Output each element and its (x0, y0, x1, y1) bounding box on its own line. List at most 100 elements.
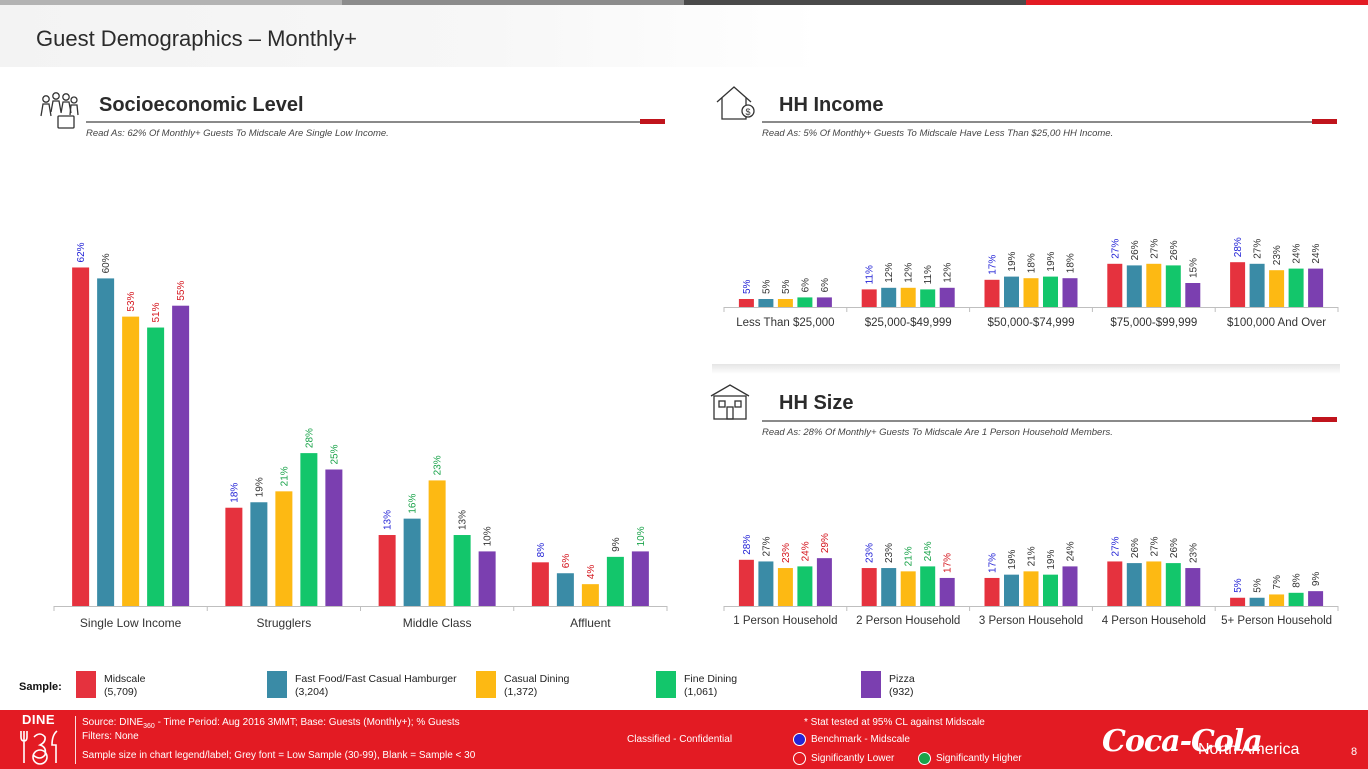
panel-divider-shadow (712, 364, 1340, 374)
lower-circle-icon (793, 752, 806, 765)
size-data-label: 21% (1027, 546, 1038, 566)
socio-data-label: 23% (433, 455, 444, 475)
legend-sample-label: Sample: (19, 681, 62, 693)
size-bar (939, 577, 955, 606)
size-category-label: 1 Person Household (733, 615, 837, 627)
size-bar (861, 568, 877, 606)
size-data-label: 5% (1253, 578, 1264, 593)
top-bar-seg-3 (684, 0, 1026, 5)
income-data-label: 6% (800, 278, 811, 293)
size-data-label: 29% (820, 533, 831, 553)
size-bar (1107, 561, 1123, 606)
income-bar (1230, 262, 1246, 307)
size-bar (1023, 571, 1039, 606)
footer-classification: Classified - Confidential (627, 734, 733, 745)
income-data-label: 12% (943, 263, 954, 283)
size-category-label: 5+ Person Household (1221, 615, 1332, 627)
size-bar (1043, 574, 1058, 606)
size-bar (1004, 574, 1019, 606)
income-bar (1023, 278, 1039, 307)
size-chart-group: 28% 27% 23% 24% 29% 1 Person Household 23% 23% 2… (723, 533, 1339, 627)
income-accent (1312, 119, 1337, 124)
income-bar (1165, 265, 1181, 307)
socio-data-label: 6% (561, 554, 572, 569)
socio-rule (86, 121, 642, 123)
socio-title: Socioeconomic Level (99, 94, 304, 116)
income-category-label: $25,000-$49,999 (865, 317, 952, 329)
socio-data-label: 19% (254, 477, 265, 497)
income-bar (1146, 263, 1162, 307)
footer-source: Source: DINE360 - Time Period: Aug 2016 … (82, 717, 460, 730)
income-data-label: 6% (820, 278, 831, 293)
size-title: HH Size (779, 392, 854, 414)
socio-bar (453, 535, 471, 606)
size-data-label: 5% (1233, 578, 1244, 593)
footer-benchmark: Benchmark - Midscale (811, 734, 910, 745)
size-data-label: 7% (1272, 575, 1283, 590)
legend-swatch-1 (267, 671, 287, 698)
size-data-label: 23% (781, 543, 792, 563)
size-data-label: 8% (1292, 573, 1303, 588)
income-bar (984, 279, 1000, 307)
income-bar (1004, 276, 1019, 307)
legend-swatch-4 (861, 671, 881, 698)
footer-sample-note: Sample size in chart legend/label; Grey … (82, 750, 476, 761)
income-data-label: 11% (923, 265, 934, 284)
top-bar-seg-4 (1026, 0, 1368, 5)
income-data-label: 24% (1292, 243, 1303, 263)
house-dollar-icon: $ (716, 86, 755, 120)
socio-data-label: 60% (101, 253, 112, 273)
socio-bar (275, 491, 293, 606)
income-bar (900, 287, 916, 307)
socio-chart-group: 62% 60% 53% 51% 55% Single Low Income 18% 19% 21… (53, 242, 668, 630)
income-data-label: 12% (904, 263, 915, 283)
legend-sample-0: (5,709) (104, 686, 138, 698)
size-bar (816, 558, 832, 606)
socio-bar (122, 316, 140, 606)
size-category-label: 3 Person Household (979, 615, 1083, 627)
socio-data-label: 28% (304, 428, 315, 448)
income-data-label: 26% (1169, 240, 1180, 260)
footer-higher: Significantly Higher (936, 753, 1022, 764)
income-bar (1249, 263, 1265, 307)
income-bar (1308, 268, 1324, 307)
income-bar (738, 299, 754, 307)
size-rule (762, 420, 1314, 422)
benchmark-circle-icon (793, 733, 806, 746)
size-bar (738, 559, 754, 606)
socio-data-label: 8% (536, 543, 547, 558)
size-data-label: 27% (1110, 536, 1121, 556)
size-data-label: 17% (988, 553, 999, 573)
income-bar (939, 287, 955, 307)
size-data-label: 27% (761, 536, 772, 556)
size-data-label: 19% (1046, 550, 1057, 570)
top-bar-seg-2 (342, 0, 684, 5)
income-data-label: 18% (1066, 253, 1077, 273)
size-bar (1308, 591, 1324, 606)
income-bar (861, 289, 877, 307)
income-data-label: 5% (781, 279, 792, 294)
socio-bar (531, 562, 549, 606)
socio-bar (97, 278, 115, 606)
income-data-label: 11% (865, 265, 876, 284)
size-data-label: 23% (865, 543, 876, 563)
socio-bar (378, 535, 396, 606)
income-category-label: Less Than $25,000 (736, 317, 834, 329)
footer-filters: Filters: None (82, 731, 139, 742)
income-data-label: 12% (884, 263, 895, 283)
income-bar (920, 289, 936, 307)
income-data-label: 5% (742, 279, 753, 294)
size-bar (1062, 566, 1078, 606)
socio-bar (428, 480, 446, 606)
income-category-label: $100,000 And Over (1227, 317, 1326, 329)
socio-data-label: 4% (586, 565, 597, 580)
size-data-label: 17% (943, 553, 954, 573)
income-data-label: 19% (1007, 251, 1018, 271)
income-bar (1043, 276, 1058, 307)
socio-bar (556, 573, 574, 606)
legend-sample-3: (1,061) (684, 686, 718, 698)
legend-name-4: Pizza (889, 673, 915, 685)
footer-source-rest: - Time Period: Aug 2016 3MMT; Base: Gues… (154, 717, 460, 728)
socio-bar (300, 453, 318, 606)
income-title: HH Income (779, 94, 884, 116)
